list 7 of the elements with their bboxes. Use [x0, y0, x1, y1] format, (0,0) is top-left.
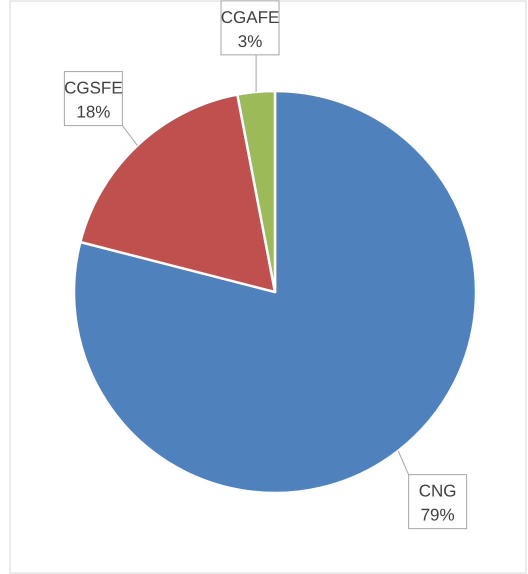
data-label: 79% [420, 506, 455, 525]
data-label: 18% [76, 102, 110, 122]
pie-slice [79, 93, 276, 294]
slice-label: CGSFE [64, 78, 123, 98]
slice-label: CGAFE [220, 8, 280, 27]
data-label: 3% [238, 32, 262, 51]
slice-label: CNG [418, 482, 457, 501]
